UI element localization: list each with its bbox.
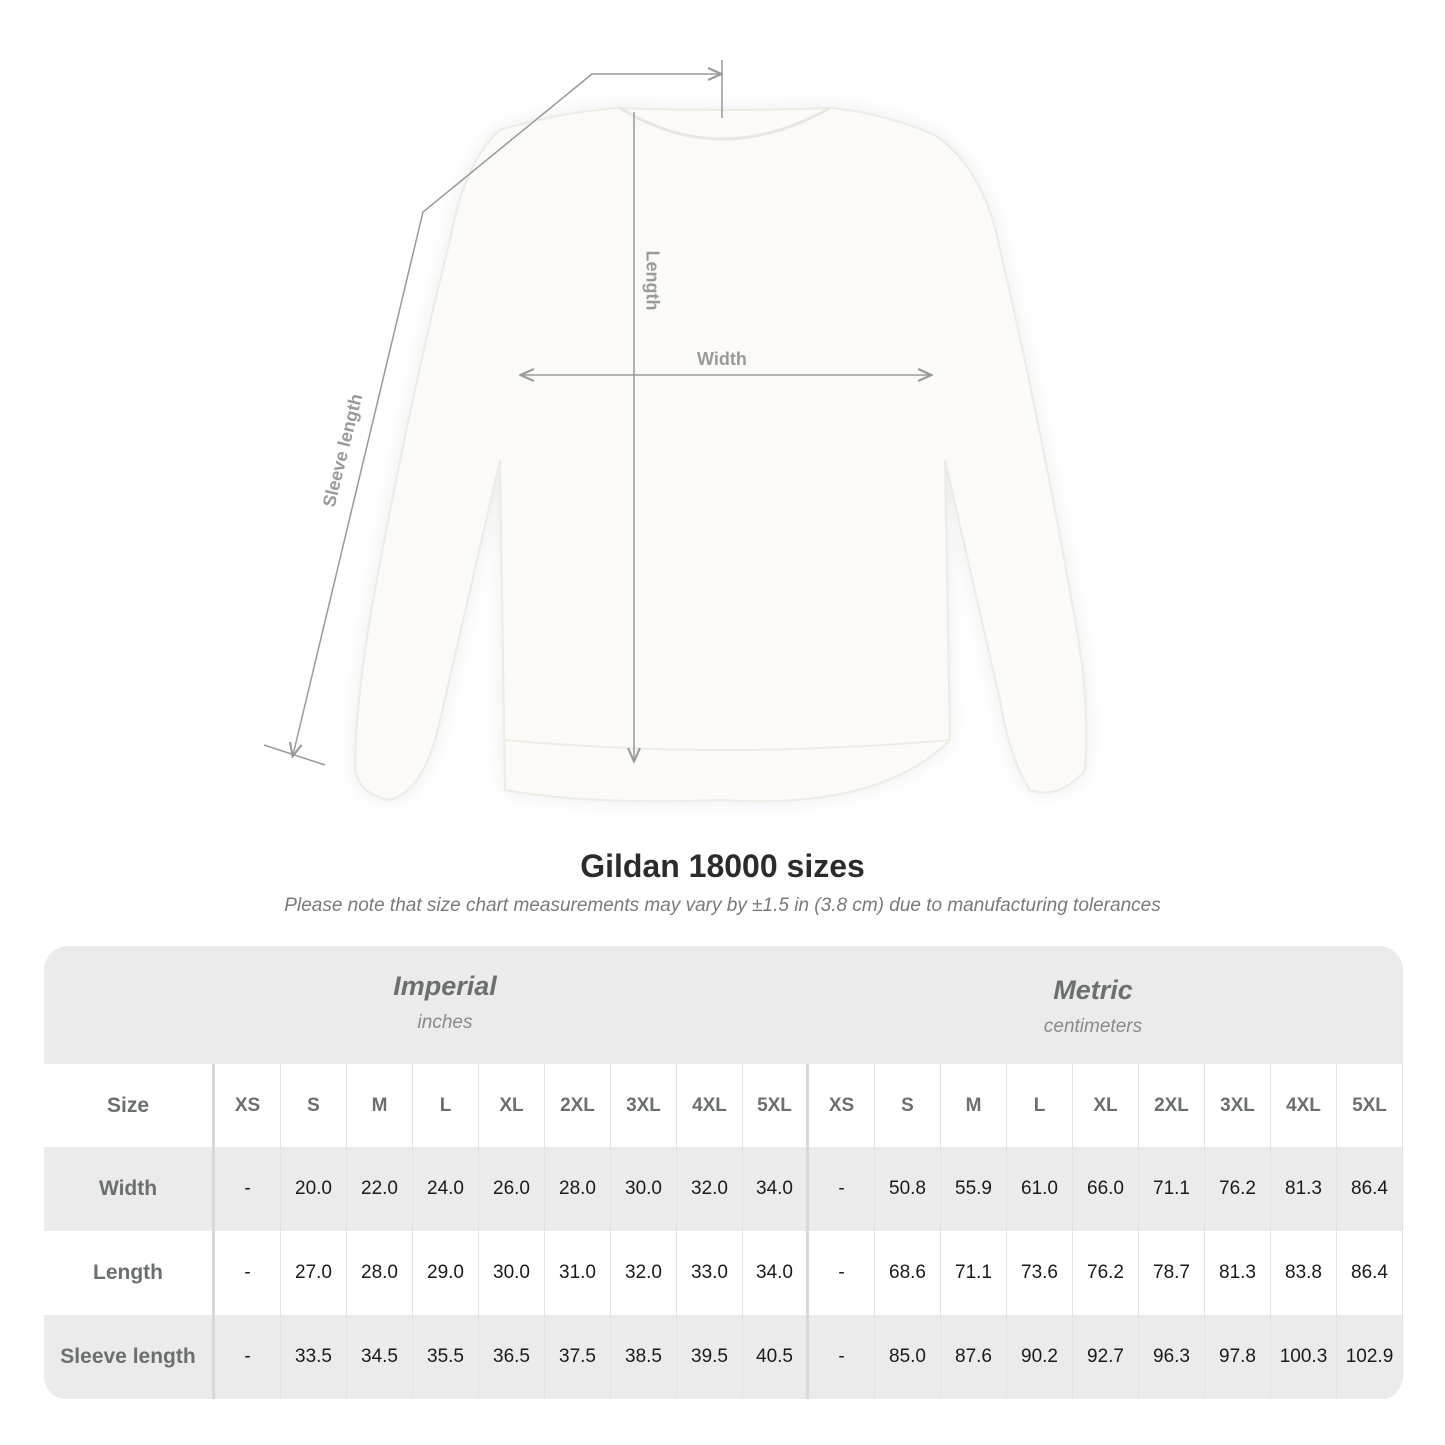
metric-value-4xl: 83.8: [1271, 1231, 1337, 1315]
imperial-header: Imperial inches: [295, 971, 595, 1034]
imperial-value-l: 29.0: [413, 1231, 479, 1315]
metric-value-5xl: 86.4: [1337, 1147, 1403, 1231]
imperial-value-2xl: 31.0: [545, 1231, 611, 1315]
length-label: Length: [642, 250, 663, 311]
table-row-width: Width -20.0 22.0 24.0 26.0 28.0 30.0 32.0 34.0-5…: [44, 1147, 1403, 1231]
metric-value-xs: -: [809, 1231, 875, 1315]
metric-size-4xl: 4XL: [1271, 1064, 1337, 1147]
metric-value-s: 68.6: [875, 1231, 941, 1315]
sleeve-tick-bottom: [263, 744, 326, 766]
metric-value-l: 90.2: [1007, 1315, 1073, 1399]
metric-size-3xl: 3XL: [1205, 1064, 1271, 1147]
size-header-label: Size: [44, 1064, 215, 1147]
imperial-value-xl: 30.0: [479, 1231, 545, 1315]
metric-value-s: 85.0: [875, 1315, 941, 1399]
width-label: Width: [697, 349, 747, 369]
metric-size-2xl: 2XL: [1139, 1064, 1205, 1147]
imperial-value-xl: 26.0: [479, 1147, 545, 1231]
imperial-value-2xl: 28.0: [545, 1147, 611, 1231]
row-label: Length: [44, 1231, 215, 1315]
sweatshirt-image: [353, 106, 1088, 803]
imperial-value-3xl: 38.5: [611, 1315, 677, 1399]
metric-size-xl: XL: [1073, 1064, 1139, 1147]
metric-value-4xl: 100.3: [1271, 1315, 1337, 1399]
imperial-value-s: 20.0: [281, 1147, 347, 1231]
imperial-value-3xl: 32.0: [611, 1231, 677, 1315]
imperial-value-5xl: 34.0: [743, 1231, 809, 1315]
imperial-value-l: 35.5: [413, 1315, 479, 1399]
sweatshirt-diagram: [263, 60, 1088, 803]
imperial-size-xl: XL: [479, 1064, 545, 1147]
metric-value-2xl: 96.3: [1139, 1315, 1205, 1399]
metric-value-xs: -: [809, 1147, 875, 1231]
metric-value-3xl: 76.2: [1205, 1147, 1271, 1231]
imperial-title: Imperial: [393, 971, 497, 1001]
measurement-lines: [263, 60, 930, 766]
imperial-value-s: 27.0: [281, 1231, 347, 1315]
metric-unit: centimeters: [1043, 1016, 1143, 1037]
imperial-unit: inches: [417, 1012, 473, 1033]
metric-value-l: 73.6: [1007, 1231, 1073, 1315]
metric-value-m: 71.1: [941, 1231, 1007, 1315]
metric-value-xl: 66.0: [1073, 1147, 1139, 1231]
sleeve-line: [293, 73, 593, 755]
metric-value-xl: 76.2: [1073, 1231, 1139, 1315]
sweatshirt-body: [353, 106, 1088, 803]
imperial-size-3xl: 3XL: [611, 1064, 677, 1147]
imperial-size-s: S: [281, 1064, 347, 1147]
metric-size-s: S: [875, 1064, 941, 1147]
metric-value-xs: -: [809, 1315, 875, 1399]
metric-value-m: 55.9: [941, 1147, 1007, 1231]
imperial-size-m: M: [347, 1064, 413, 1147]
metric-size-xs: XS: [809, 1064, 875, 1147]
size-table: Imperial inches Metric centimeters Size X…: [44, 946, 1403, 1400]
imperial-size-l: L: [413, 1064, 479, 1147]
size-header-row: Size XS S M L XL 2XL 3XL 4XL 5XL XS S M L XL 2XL 3XL 4XL 5…: [44, 1064, 1403, 1147]
imperial-size-4xl: 4XL: [677, 1064, 743, 1147]
page-title: Gildan 18000 sizes: [580, 848, 865, 884]
metric-value-3xl: 97.8: [1205, 1315, 1271, 1399]
metric-value-m: 87.6: [941, 1315, 1007, 1399]
imperial-size-5xl: 5XL: [743, 1064, 809, 1147]
imperial-value-5xl: 40.5: [743, 1315, 809, 1399]
metric-size-5xl: 5XL: [1337, 1064, 1403, 1147]
row-label: Sleeve length: [44, 1315, 215, 1399]
imperial-value-4xl: 32.0: [677, 1147, 743, 1231]
table-row-sleeve-length: Sleeve length -33.5 34.5 35.5 36.5 37.5 38.5 39…: [44, 1315, 1403, 1399]
metric-header: Metric centimeters: [943, 975, 1243, 1038]
imperial-size-2xl: 2XL: [545, 1064, 611, 1147]
tolerance-note: Please note that size chart measurements…: [284, 895, 1161, 916]
table-row-length: Length -27.0 28.0 29.0 30.0 31.0 32.0 33.0 34.0-…: [44, 1231, 1403, 1315]
metric-title: Metric: [1053, 975, 1133, 1005]
imperial-value-xs: -: [215, 1231, 281, 1315]
imperial-value-m: 28.0: [347, 1231, 413, 1315]
metric-size-l: L: [1007, 1064, 1073, 1147]
unit-header-band: Imperial inches Metric centimeters: [44, 946, 1403, 1064]
imperial-value-xs: -: [215, 1147, 281, 1231]
imperial-value-xs: -: [215, 1315, 281, 1399]
imperial-value-4xl: 39.5: [677, 1315, 743, 1399]
imperial-value-xl: 36.5: [479, 1315, 545, 1399]
metric-value-xl: 92.7: [1073, 1315, 1139, 1399]
metric-value-3xl: 81.3: [1205, 1231, 1271, 1315]
imperial-value-4xl: 33.0: [677, 1231, 743, 1315]
imperial-value-l: 24.0: [413, 1147, 479, 1231]
imperial-value-m: 22.0: [347, 1147, 413, 1231]
imperial-value-5xl: 34.0: [743, 1147, 809, 1231]
imperial-value-s: 33.5: [281, 1315, 347, 1399]
metric-size-m: M: [941, 1064, 1007, 1147]
imperial-value-3xl: 30.0: [611, 1147, 677, 1231]
imperial-value-2xl: 37.5: [545, 1315, 611, 1399]
imperial-size-xs: XS: [215, 1064, 281, 1147]
metric-value-2xl: 71.1: [1139, 1147, 1205, 1231]
metric-value-5xl: 86.4: [1337, 1231, 1403, 1315]
row-label: Width: [44, 1147, 215, 1231]
metric-value-s: 50.8: [875, 1147, 941, 1231]
metric-value-2xl: 78.7: [1139, 1231, 1205, 1315]
imperial-value-m: 34.5: [347, 1315, 413, 1399]
metric-value-l: 61.0: [1007, 1147, 1073, 1231]
metric-value-5xl: 102.9: [1337, 1315, 1403, 1399]
metric-value-4xl: 81.3: [1271, 1147, 1337, 1231]
